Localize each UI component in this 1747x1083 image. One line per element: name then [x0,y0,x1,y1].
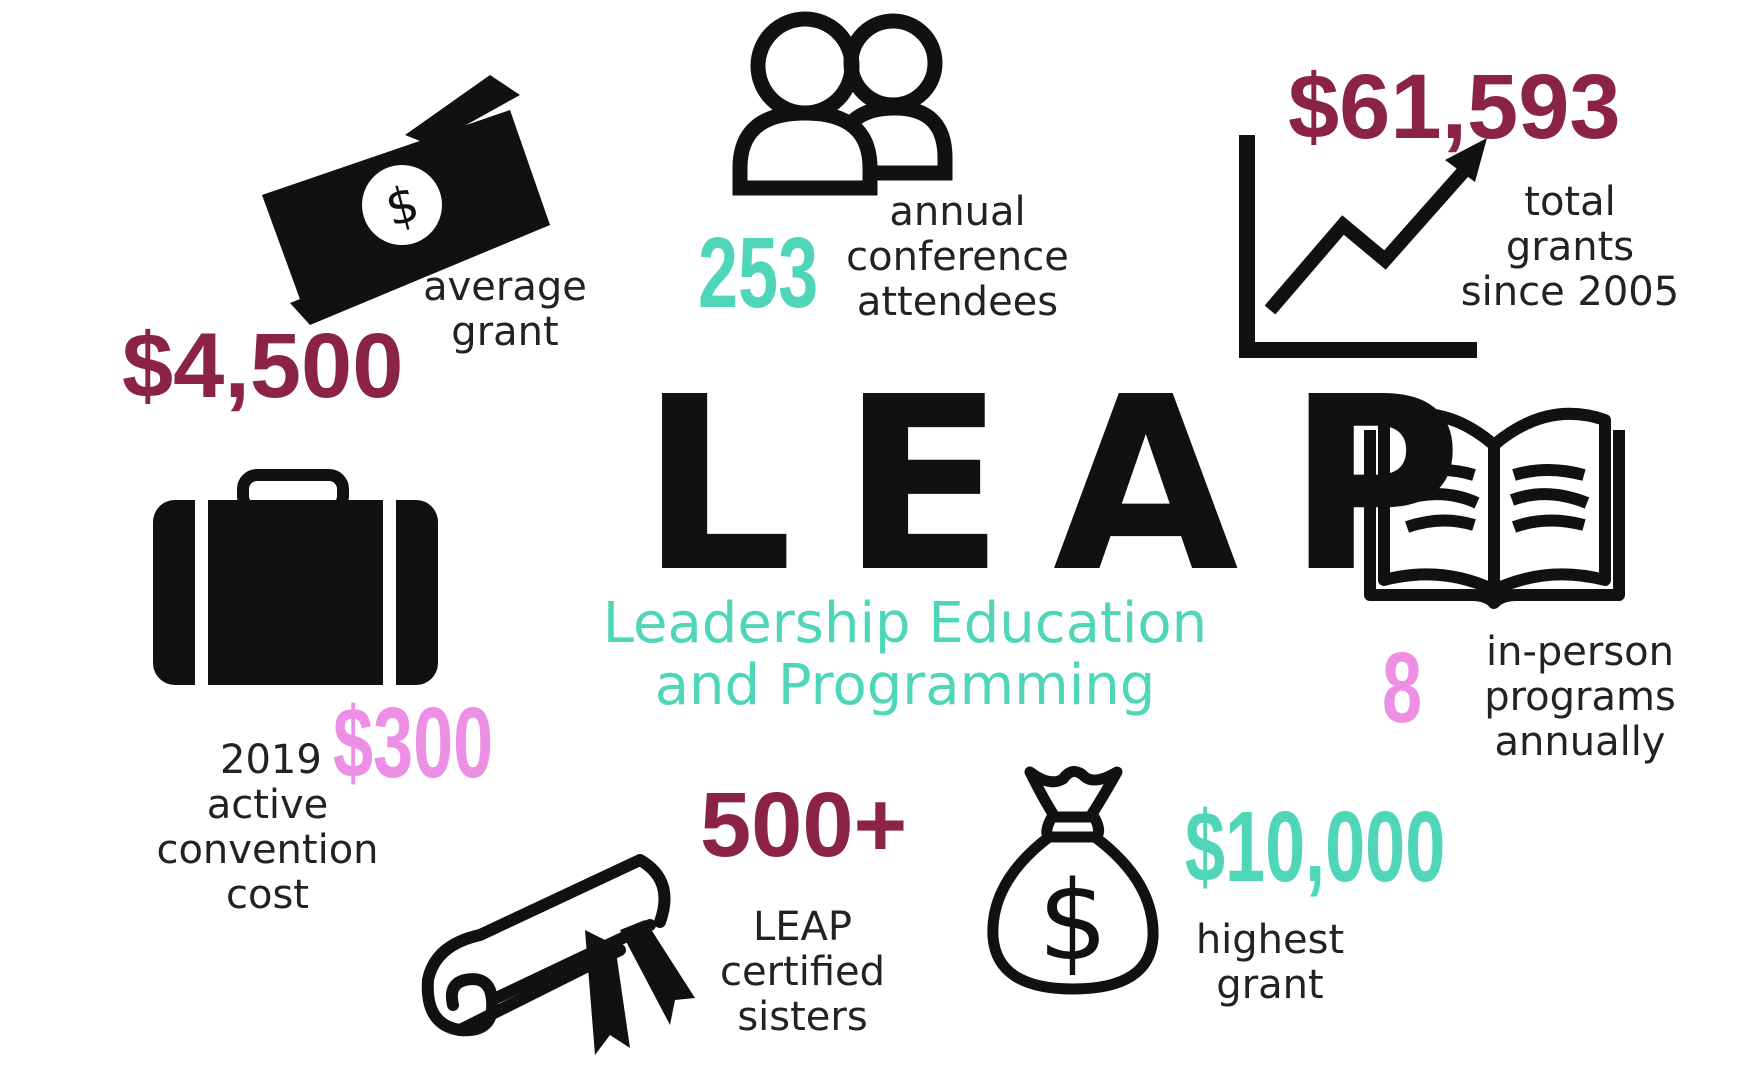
money-bill-icon: $ [262,75,550,325]
certified-value: 500+ [700,774,908,876]
highest-grant-label: highest grant [1195,917,1345,1008]
growth-chart-icon [1239,135,1487,358]
leap-title: LEAP [640,345,1511,625]
highest-grant-value: $10,000 [1185,791,1446,903]
open-book-icon [1364,407,1625,609]
convention-cost-value: $300 [333,687,494,799]
svg-text:$: $ [1038,857,1108,985]
average-grant-label: average grant [423,264,587,355]
average-grant-value: $4,500 [122,315,404,417]
certified-label: LEAP certified sisters [719,904,886,1040]
suitcase-icon [153,469,438,685]
people-icon [732,11,953,196]
convention-cost-label: 2019 active convention cost [156,737,379,918]
total-grants-value: $61,593 [1288,56,1621,158]
programs-value: 8 [1382,632,1423,744]
attendees-value: 253 [698,217,819,329]
total-grants-label: total grants since 2005 [1460,179,1680,315]
money-bag-icon: $ [987,766,1159,995]
diploma-scroll-icon [421,854,695,1055]
attendees-label: annual conference attendees [846,189,1069,325]
leap-subtitle: Leadership Education and Programming [602,591,1208,718]
programs-label: in-person programs annually [1484,629,1676,765]
